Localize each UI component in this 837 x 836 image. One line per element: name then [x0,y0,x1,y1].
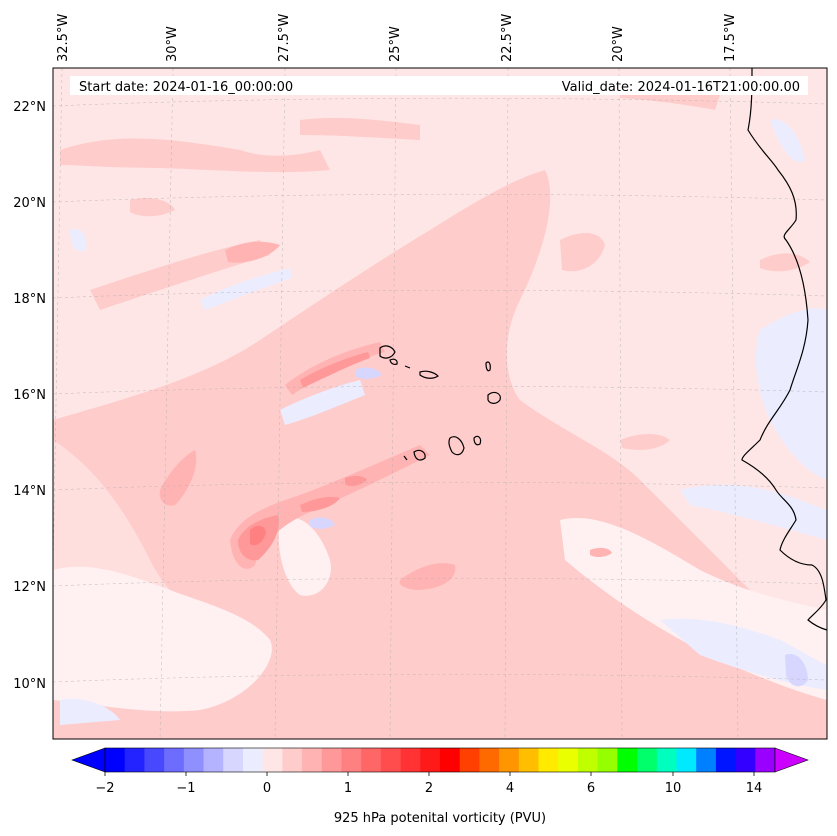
colorbar-cell [242,748,264,772]
colorbar-cell [223,748,244,772]
colorbar-cell [124,748,145,772]
colorbar-ticks [104,772,755,776]
colorbar-tick-label: 0 [263,781,271,796]
map-panel [53,68,827,739]
graticule [53,68,827,739]
lon-label: 27.5°W [277,14,292,62]
pv-contour-layer-peak [250,525,266,546]
latitude-labels: 22°N 20°N 18°N 16°N 14°N 12°N 10°N [13,100,46,692]
lat-label: 22°N [13,100,46,115]
colorbar-cell [715,748,737,772]
colorbar-cell [577,748,599,772]
colorbar-tick-label: 1 [344,781,352,796]
colorbar-cell [637,748,658,772]
start-date-label: Start date: 2024-01-16_00:00:00 [79,80,293,95]
colorbar: −2 −1 0 1 2 4 6 10 14 925 hPa potenital … [71,747,809,826]
pv-contour-layer-negative [60,119,827,725]
lat-label: 12°N [13,580,46,595]
lat-label: 18°N [13,292,46,307]
lat-label: 20°N [13,196,46,211]
colorbar-cell [538,748,559,772]
lat-label: 10°N [13,677,46,692]
colorbar-cell [479,748,500,772]
colorbar-extend-max [774,747,809,773]
colorbar-cell [203,748,224,772]
colorbar-tick-label: 10 [665,781,682,796]
date-header-box [70,76,808,95]
lat-label: 14°N [13,484,46,499]
colorbar-cell [499,748,520,772]
colorbar-cell [617,748,638,772]
colorbar-label: 925 hPa potenital vorticity (PVU) [334,811,546,826]
colorbar-tick-label: −1 [176,781,195,796]
colorbar-cell [361,748,382,772]
colorbar-cell [282,748,303,772]
valid-date-label: Valid_date: 2024-01-16T21:00:00.00 [562,80,800,95]
colorbar-extend-min [71,747,106,773]
colorbar-cell [676,748,697,772]
colorbar-cell [656,748,677,772]
longitude-labels: 32.5°W 30°W 27.5°W 25°W 22.5°W 20°W 17.5… [56,14,738,62]
colorbar-cell [735,748,756,772]
colorbar-cells [104,747,776,773]
colorbar-cell [183,748,205,772]
colorbar-cell [380,748,402,772]
lon-label: 30°W [165,26,180,62]
cape-verde-islands [379,345,501,461]
colorbar-cell [321,748,342,772]
colorbar-cell [400,748,421,772]
colorbar-cell [518,748,540,772]
colorbar-cell [459,748,480,772]
colorbar-cell [696,748,717,772]
colorbar-tick-label: 6 [587,781,595,796]
colorbar-cell [597,748,618,772]
pv-contour-layer-negative-deeper [310,367,808,687]
colorbar-cell [420,748,441,772]
colorbar-cell [105,748,126,772]
lon-label: 22.5°W [500,14,515,62]
lon-label: 20°W [611,26,626,62]
colorbar-cell [164,748,185,772]
africa-coastline [741,68,827,631]
colorbar-cell [558,748,579,772]
colorbar-tick-label: −2 [95,781,114,796]
colorbar-cell [144,748,165,772]
colorbar-tick-label: 14 [746,781,763,796]
lon-label: 25°W [388,26,403,62]
colorbar-cell [341,748,362,772]
lat-label: 16°N [13,388,46,403]
colorbar-tick-label: 4 [506,781,514,796]
lon-label: 32.5°W [56,14,71,62]
map-frame [52,67,828,740]
colorbar-cell [262,748,283,772]
colorbar-tick-label: 2 [425,781,433,796]
lon-label: 17.5°W [723,14,738,62]
colorbar-cell [755,748,776,772]
colorbar-cell [302,748,323,772]
colorbar-cell [440,748,461,772]
colorbar-tick-labels: −2 −1 0 1 2 4 6 10 14 [95,781,762,796]
